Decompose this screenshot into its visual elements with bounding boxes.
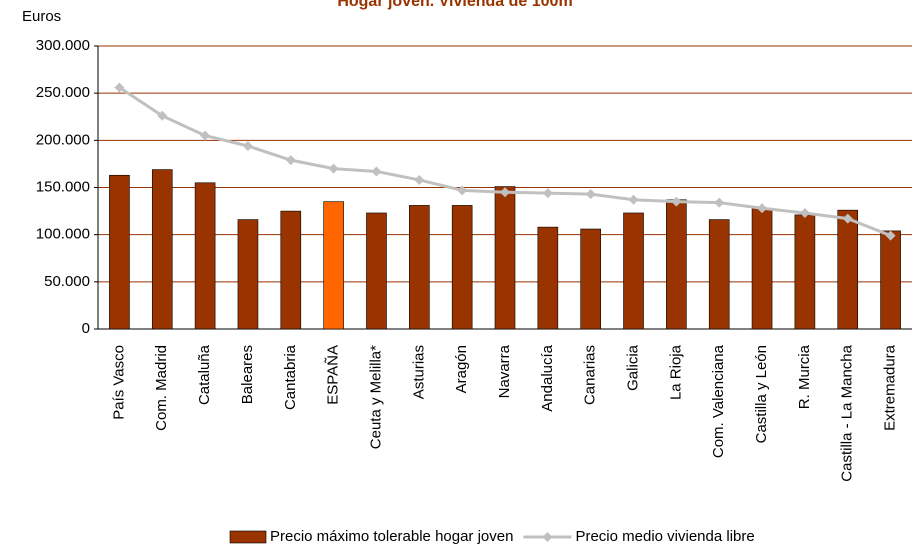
bar <box>494 186 516 330</box>
x-tick-label: Castilla - La Mancha <box>839 344 856 481</box>
chart-title: Hogar joven. Vivienda de 100m <box>337 0 572 10</box>
line-marker <box>757 203 768 214</box>
bar <box>323 201 344 330</box>
line-marker <box>714 197 725 208</box>
bar <box>837 209 859 330</box>
bar <box>537 226 559 330</box>
line-marker <box>285 155 296 166</box>
x-tick-label: Andalucía <box>539 344 556 411</box>
line-marker <box>671 196 682 207</box>
bar <box>666 199 687 330</box>
bar <box>880 230 901 330</box>
legend-label: Precio medio vivienda libre <box>575 528 754 545</box>
x-tick-label: Ceuta y Melilla* <box>367 345 384 449</box>
y-tick-label: 0 <box>82 320 90 337</box>
x-tick-label: Aragón <box>453 345 470 393</box>
bar <box>794 214 816 330</box>
x-tick-label: Canarias <box>582 345 599 405</box>
y-tick-label: 150.000 <box>36 178 90 195</box>
legend-swatch <box>229 530 267 544</box>
line-marker <box>200 130 211 141</box>
y-tick-label: 100.000 <box>36 226 90 243</box>
line-marker <box>457 185 468 196</box>
bar <box>151 169 173 330</box>
x-tick-label: Extremadura <box>882 344 899 431</box>
x-tick-label: Galicia <box>624 344 641 391</box>
line-marker <box>242 140 253 151</box>
line-marker <box>500 187 510 198</box>
x-tick-label: ESPAÑA <box>325 345 342 405</box>
x-tick-label: Baleares <box>239 345 256 404</box>
legend-label: Precio máximo tolerable hogar joven <box>270 528 513 545</box>
y-axis-label: Euros <box>22 8 61 25</box>
legend-swatch <box>542 532 553 542</box>
bar <box>451 205 473 330</box>
line-marker <box>414 174 425 185</box>
line-marker <box>157 110 168 121</box>
line-marker <box>885 230 896 241</box>
y-tick-label: 50.000 <box>44 273 90 290</box>
bar <box>280 210 302 330</box>
line-marker <box>799 207 810 218</box>
x-tick-label: Com. Valenciana <box>710 344 727 458</box>
x-tick-label: R. Murcia <box>796 344 813 409</box>
bar <box>751 207 773 330</box>
line-marker <box>585 189 596 200</box>
bar <box>623 212 644 330</box>
line-marker <box>628 194 639 205</box>
x-tick-label: Castilla y León <box>753 345 770 443</box>
bar <box>708 219 730 330</box>
y-tick-label: 300.000 <box>36 37 90 54</box>
y-tick-label: 250.000 <box>36 84 90 101</box>
line-marker <box>842 213 853 224</box>
bar <box>194 182 216 330</box>
x-tick-label: Com. Madrid <box>153 345 170 431</box>
bar <box>109 174 130 330</box>
x-tick-label: País Vasco <box>110 345 127 420</box>
x-tick-label: Asturias <box>410 345 427 399</box>
bar <box>409 205 430 330</box>
line-marker <box>114 82 125 93</box>
x-tick-label: Navarra <box>496 344 513 398</box>
y-tick-label: 200.000 <box>36 131 90 148</box>
x-tick-label: La Rioja <box>667 344 684 400</box>
line-marker <box>542 188 553 199</box>
line-marker <box>371 166 382 177</box>
bar <box>580 228 601 330</box>
bar <box>237 219 259 330</box>
bar <box>366 212 387 330</box>
x-tick-label: Cantabria <box>282 344 299 410</box>
x-tick-label: Cataluña <box>196 344 213 405</box>
line-marker <box>328 163 339 174</box>
